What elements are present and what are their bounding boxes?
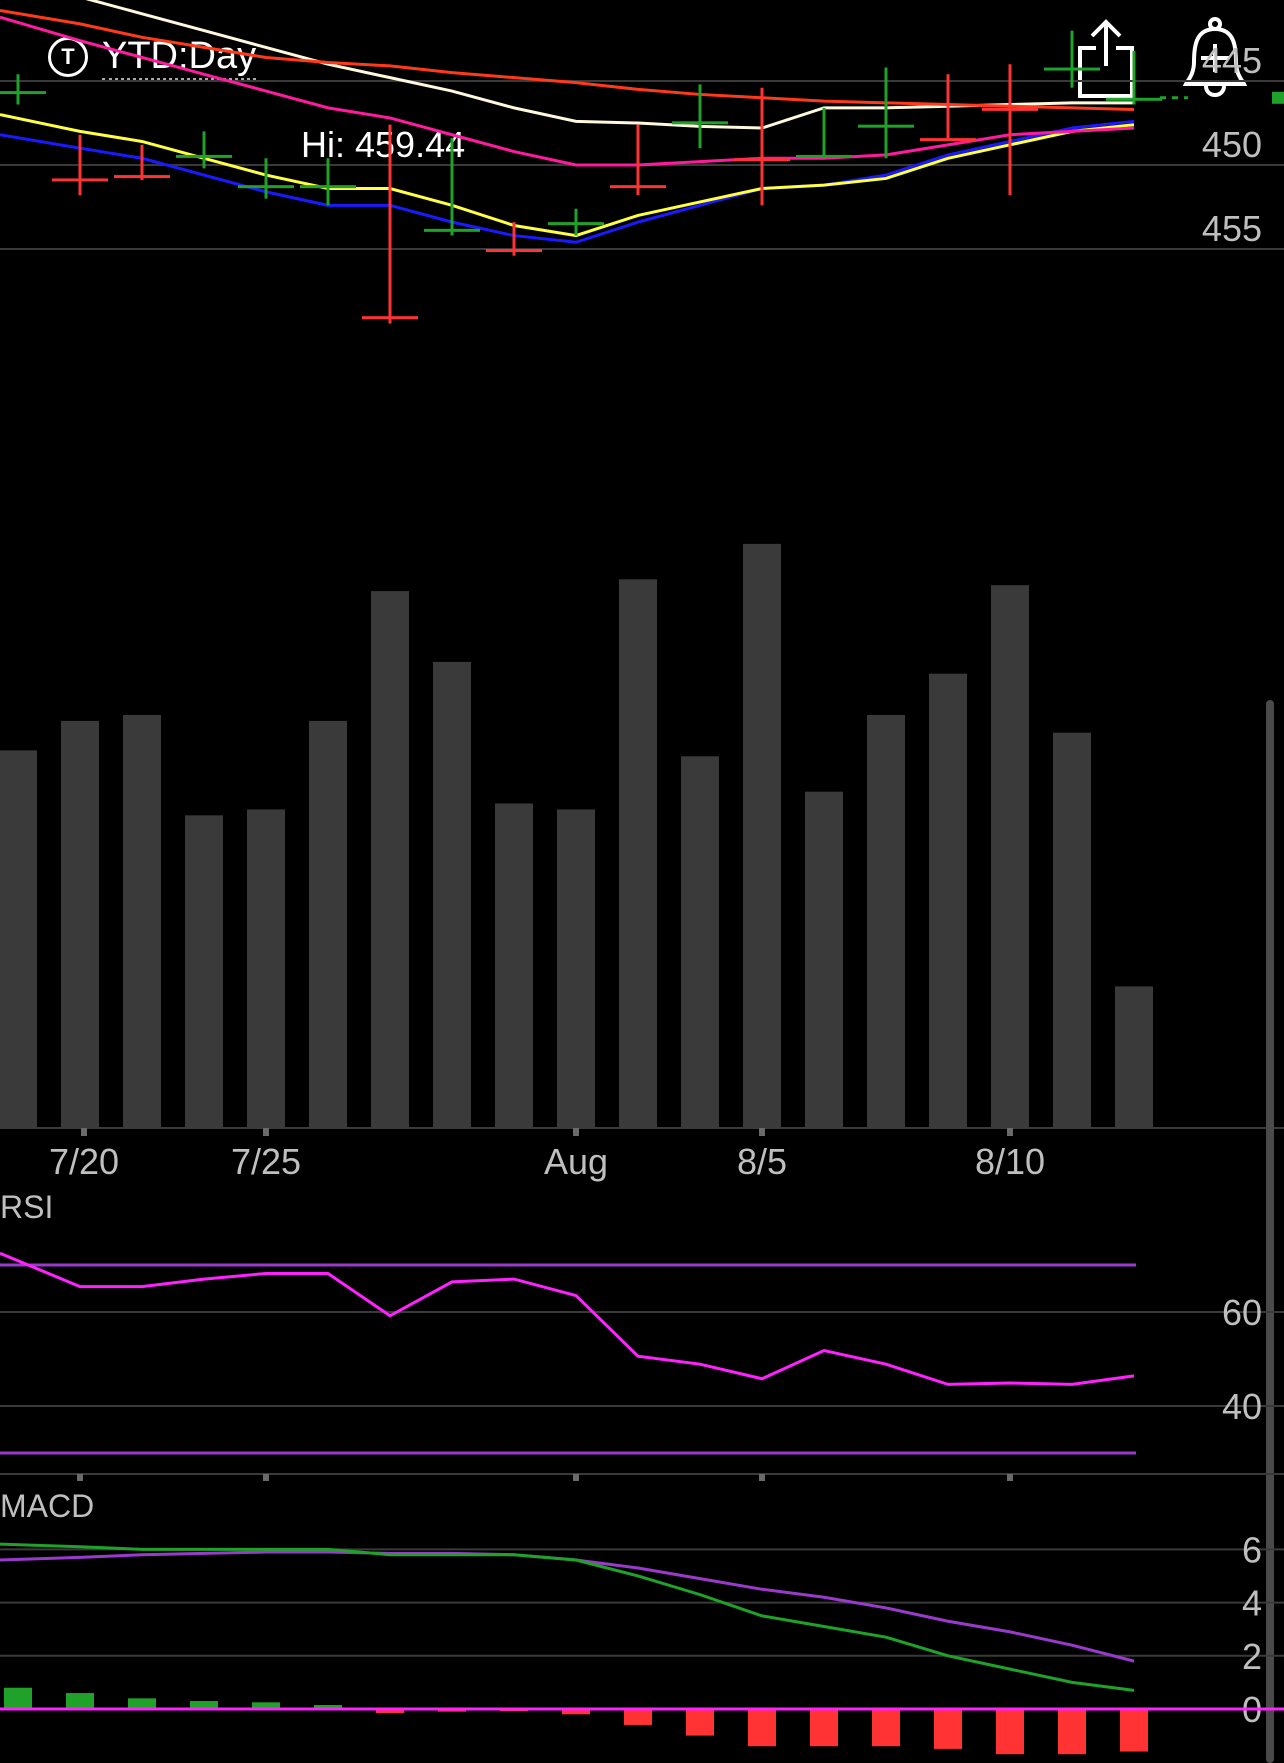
rsi-axis-label: 40 — [1222, 1386, 1262, 1427]
candle-body — [796, 154, 852, 158]
volume-bar — [557, 809, 595, 1128]
candle-body — [0, 91, 46, 95]
add-alert-bell-icon[interactable] — [1182, 16, 1248, 100]
candle-body — [1106, 97, 1162, 101]
macd-axis-label: 6 — [1242, 1529, 1262, 1570]
candle-body — [300, 185, 356, 189]
candle-body — [982, 107, 1038, 111]
moving-average-line — [0, 119, 1135, 244]
chart-header: T YTD:Day — [0, 0, 1284, 110]
macd-histogram-bar — [872, 1709, 900, 1747]
rsi-line — [0, 1251, 1135, 1386]
price-axis-label: 450 — [1202, 124, 1262, 165]
macd-axis-label: 2 — [1242, 1636, 1262, 1677]
moving-average-line — [0, 8, 1135, 112]
macd-histogram-bar — [128, 1698, 156, 1709]
macd-histogram-bar — [190, 1701, 218, 1709]
candle-body — [362, 316, 418, 320]
price-axis-label: 455 — [1202, 208, 1262, 249]
macd-panel-title: MACD — [0, 1488, 94, 1524]
moving-average-line — [0, 15, 1135, 167]
macd-histogram-bar — [624, 1709, 652, 1725]
macd-axis-label: 4 — [1242, 1583, 1262, 1624]
candle-body — [114, 175, 170, 179]
volume-bar — [991, 585, 1029, 1128]
date-axis-label: 8/10 — [975, 1141, 1045, 1182]
volume-bar — [247, 809, 285, 1128]
volume-bar — [433, 661, 471, 1128]
date-axis-label: 7/20 — [49, 1141, 119, 1182]
volume-bar — [867, 715, 905, 1128]
date-axis-label: 7/25 — [231, 1141, 301, 1182]
candle-body — [548, 222, 604, 226]
macd-histogram-bar — [1120, 1709, 1148, 1752]
macd-histogram-bar — [748, 1709, 776, 1747]
rsi-panel-title: RSI — [0, 1189, 53, 1225]
volume-bar — [1115, 986, 1153, 1128]
volume-bar — [495, 803, 533, 1128]
macd-histogram-bar — [66, 1693, 94, 1709]
volume-bar — [619, 579, 657, 1128]
volume-bar — [185, 815, 223, 1128]
macd-histogram-bar — [252, 1702, 280, 1709]
macd-histogram-bar — [314, 1705, 342, 1709]
volume-bar — [309, 720, 347, 1128]
macd-histogram-bar — [562, 1709, 590, 1715]
moving-average-line — [0, 113, 1135, 238]
volume-bar — [123, 715, 161, 1128]
volume-bar — [805, 791, 843, 1128]
macd-histogram-bar — [934, 1709, 962, 1749]
candle-body — [176, 154, 232, 158]
volume-bar — [0, 750, 37, 1128]
volume-bar — [61, 720, 99, 1128]
candle-body — [672, 121, 728, 125]
candle-body — [424, 228, 480, 232]
macd-histogram-bar — [686, 1709, 714, 1736]
volume-bar — [743, 543, 781, 1128]
volume-bar — [1053, 732, 1091, 1128]
scrollbar — [1266, 700, 1274, 1763]
candle-body — [486, 249, 542, 252]
range-label[interactable]: YTD:Day — [102, 34, 257, 81]
candle-body — [858, 124, 914, 128]
macd-histogram-bar — [996, 1709, 1024, 1755]
date-axis-label: Aug — [544, 1141, 608, 1182]
candle-body — [1044, 67, 1100, 71]
macd-histogram-bar — [4, 1687, 32, 1709]
candle-body — [238, 185, 294, 189]
candle-body — [610, 185, 666, 189]
range-selector[interactable]: T YTD:Day — [48, 32, 257, 82]
date-axis-label: 8/5 — [737, 1141, 787, 1182]
candle-body — [920, 138, 976, 142]
macd-signal-line — [0, 1550, 1135, 1663]
last-price-marker — [1272, 91, 1284, 104]
price-axis-label: 445 — [1202, 40, 1262, 81]
macd-histogram-bar — [810, 1709, 838, 1747]
volume-bar — [681, 756, 719, 1128]
rsi-axis-label: 60 — [1222, 1292, 1262, 1333]
share-icon[interactable] — [1076, 16, 1136, 100]
candle-body — [52, 178, 108, 182]
volume-bar — [371, 591, 409, 1128]
volume-bar — [929, 673, 967, 1128]
macd-histogram-bar — [1058, 1709, 1086, 1755]
candle-body — [734, 158, 790, 162]
macd-histogram-bar — [376, 1709, 404, 1713]
macd-line — [0, 1542, 1135, 1692]
